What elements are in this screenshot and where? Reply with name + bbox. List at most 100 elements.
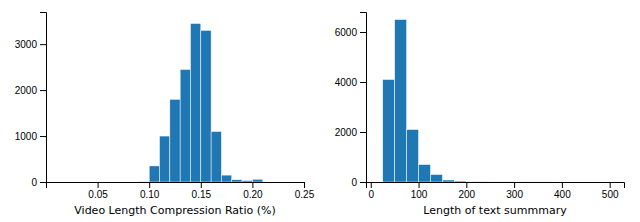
bar xyxy=(610,182,622,183)
bar xyxy=(201,30,211,182)
bar xyxy=(454,181,466,182)
bars xyxy=(139,23,263,182)
bar xyxy=(87,182,97,183)
bar xyxy=(598,181,610,182)
bar xyxy=(170,99,180,182)
y-axis-tick-mark xyxy=(360,182,366,183)
x-axis-tick-mark xyxy=(466,182,467,188)
x-axis-tick: 0.25 xyxy=(295,182,315,200)
x-axis-tick: 0 xyxy=(368,182,374,200)
y-axis-tick: 1000 xyxy=(15,131,46,142)
y-axis-tick-label: 0 xyxy=(351,177,357,188)
y-axis-tick: 0 xyxy=(351,177,366,188)
y-axis-line xyxy=(360,13,367,183)
x-axis: 0.05 0.10 0.15 0.20 0.25 xyxy=(47,182,315,200)
bar xyxy=(550,181,562,182)
x-axis-tick: 300 xyxy=(506,182,523,200)
bar xyxy=(118,182,128,183)
bar xyxy=(160,136,170,182)
bar xyxy=(466,181,478,182)
bar xyxy=(586,181,598,182)
bar xyxy=(431,175,443,183)
bar xyxy=(514,181,526,182)
bar xyxy=(149,166,159,182)
y-axis-tick: 3000 xyxy=(15,39,46,50)
bar xyxy=(526,181,538,182)
bar xyxy=(46,182,56,183)
y-axis-line xyxy=(40,13,47,183)
y-axis-tick: 2000 xyxy=(15,85,46,96)
x-axis-tick-mark xyxy=(562,182,563,188)
x-axis-tick-label: 500 xyxy=(602,189,619,200)
bar xyxy=(371,182,383,183)
y-axis-tick-label: 6000 xyxy=(335,27,358,38)
x-axis-tick-mark xyxy=(304,182,305,188)
bar xyxy=(502,181,514,182)
x-axis-tick-mark xyxy=(98,182,99,188)
bar xyxy=(67,182,77,183)
y-axis-tick: 6000 xyxy=(335,27,366,38)
x-axis-tick-mark xyxy=(514,182,515,188)
bar xyxy=(395,20,407,183)
figure: 0.050.100.150.200.250100020003000Video L… xyxy=(0,0,640,222)
bar xyxy=(232,180,242,182)
y-axis-tick-label: 0 xyxy=(31,177,37,188)
bar xyxy=(538,181,550,182)
bar xyxy=(221,175,231,182)
bar xyxy=(77,182,87,183)
x-axis-tick-label: 0 xyxy=(368,189,374,200)
panel: 0.05 0.10 0.15 0.20 0.25 0 1000 2000 3000 Video L… xyxy=(15,13,315,218)
bar xyxy=(211,131,221,182)
y-axis-tick-mark xyxy=(40,182,46,183)
x-axis-tick-label: 0.25 xyxy=(295,189,315,200)
y-axis-tick-label: 1000 xyxy=(15,131,38,142)
x-axis-tick: 0.10 xyxy=(140,182,160,200)
y-axis-tick-mark xyxy=(360,32,366,33)
x-axis-tick: 0.20 xyxy=(243,182,263,200)
bar xyxy=(562,181,574,182)
x-axis-tick: 100 xyxy=(411,182,428,200)
x-axis-tick: 500 xyxy=(602,182,619,200)
y-axis-tick-label: 2000 xyxy=(335,127,358,138)
bar xyxy=(180,69,190,182)
panel: 01002003004005000200040006000Length of t… xyxy=(335,13,625,218)
x-axis-tick: 200 xyxy=(458,182,475,200)
x-axis-title: Video Length Compression Ratio (%) xyxy=(74,204,275,217)
bar xyxy=(139,181,149,182)
x-axis-tick-label: 300 xyxy=(506,189,523,200)
y-axis-tick-label: 3000 xyxy=(15,39,38,50)
bar xyxy=(478,181,490,182)
bar xyxy=(252,179,262,182)
x-axis-tick: 0.05 xyxy=(88,182,108,200)
x-axis-tick-mark xyxy=(201,182,202,188)
x-axis-tick-label: 200 xyxy=(458,189,475,200)
y-axis-tick-label: 2000 xyxy=(15,85,38,96)
x-axis-title: Length of text summmary xyxy=(423,204,567,217)
bar xyxy=(442,180,454,182)
x-axis-tick-mark xyxy=(149,182,150,188)
y-axis-tick: 0 xyxy=(31,177,46,188)
x-axis-tick: 0.15 xyxy=(192,182,212,200)
x-axis-tick-mark xyxy=(252,182,253,188)
bar xyxy=(56,182,66,183)
bar xyxy=(129,182,139,183)
bar xyxy=(490,181,502,182)
y-axis-tick-mark xyxy=(40,44,46,45)
x-axis: 0 100 200 300 400 500 xyxy=(367,182,625,200)
x-axis-tick-label: 100 xyxy=(411,189,428,200)
x-axis-line xyxy=(47,183,305,189)
x-axis-tick-label: 400 xyxy=(554,189,571,200)
x-axis-tick-label: 0.10 xyxy=(140,189,160,200)
y-axis: 0200040006000 xyxy=(335,13,367,188)
x-axis-tick-mark xyxy=(419,182,420,188)
y-axis-tick-mark xyxy=(360,82,366,83)
x-axis-tick-label: 0.05 xyxy=(88,189,108,200)
bar xyxy=(383,80,395,183)
y-axis-tick-mark xyxy=(40,136,46,137)
x-axis-tick-mark xyxy=(371,182,372,188)
y-axis: 0 1000 2000 3000 xyxy=(15,13,47,188)
bar xyxy=(242,181,252,182)
bar xyxy=(190,23,200,182)
bar xyxy=(108,182,118,183)
bar xyxy=(407,130,419,183)
